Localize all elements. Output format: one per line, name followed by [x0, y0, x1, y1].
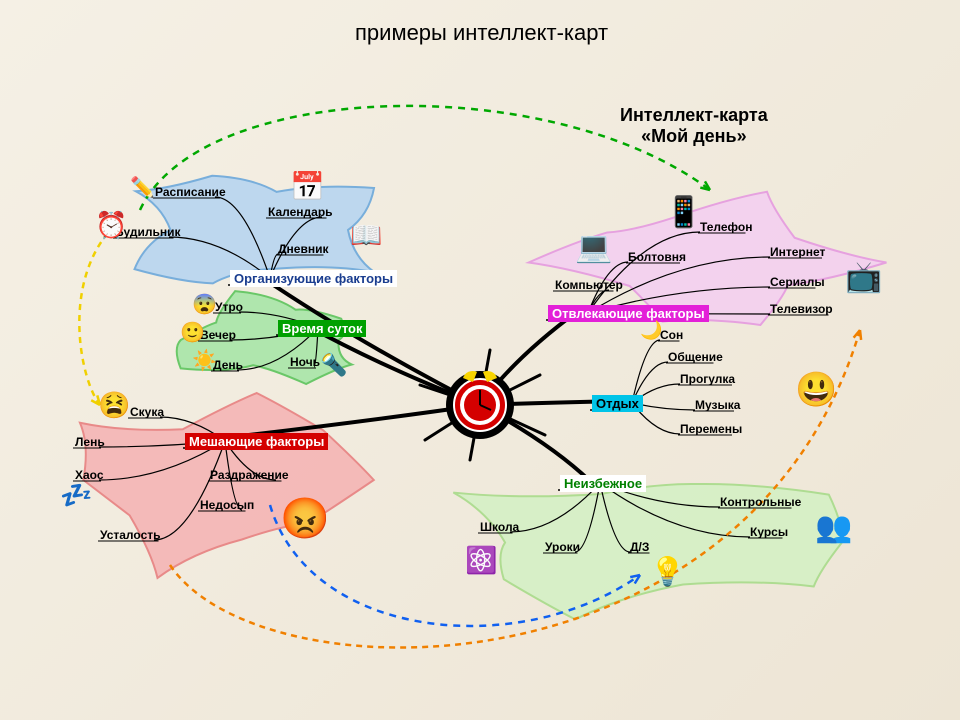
mindmap-canvas: { "page_title": "примеры интеллект-карт"…: [0, 0, 960, 720]
bored-icon: 😫: [98, 390, 130, 421]
lamp-icon: 💡: [650, 555, 685, 588]
face-green-icon: 😨: [192, 292, 217, 317]
subtitle-l2: «Мой день»: [641, 126, 746, 146]
sun-icon: ☀️: [192, 348, 217, 373]
leaf-org-0: Расписание: [155, 185, 226, 199]
leaf-inevit-0: Школа: [480, 520, 519, 534]
leaf-hinder-0: Скука: [130, 405, 164, 419]
leaf-hinder-1: Лень: [75, 435, 105, 449]
angry-icon: 😡: [280, 495, 330, 542]
molecule-icon: ⚛️: [465, 545, 497, 576]
leaf-distract-1: Болтовня: [628, 250, 686, 264]
branch-rest: Отдых: [592, 395, 643, 412]
leaf-org-2: Календарь: [268, 205, 333, 219]
subtitle-l1: Интеллект-карта: [620, 105, 768, 125]
pencil-icon: ✏️: [130, 175, 155, 200]
branch-time: Время суток: [278, 320, 366, 337]
leaf-inevit-3: Контрольные: [720, 495, 801, 509]
leaf-rest-4: Перемены: [680, 422, 742, 436]
leaf-hinder-4: Недосып: [200, 498, 254, 512]
leaf-inevit-2: Д/З: [630, 540, 649, 554]
laptop-icon: 💻: [575, 230, 612, 265]
book-icon: 📖: [350, 220, 382, 251]
students-icon: 👥: [815, 510, 852, 545]
leaf-time-0: Утро: [215, 300, 243, 314]
branch-hinder: Мешающие факторы: [185, 433, 328, 450]
leaf-hinder-3: Раздражение: [210, 468, 289, 482]
connector-layer: [0, 0, 960, 720]
calendar-icon: 📅: [290, 170, 325, 203]
leaf-distract-5: Телевизор: [770, 302, 833, 316]
smiley-big-icon: 😃: [795, 370, 837, 410]
branch-org: Организующие факторы: [230, 270, 397, 287]
leaf-hinder-5: Усталость: [100, 528, 161, 542]
leaf-time-2: День: [213, 358, 243, 372]
leaf-distract-4: Сериалы: [770, 275, 825, 289]
face-yellow-icon: 🙂: [180, 320, 205, 345]
leaf-distract-3: Интернет: [770, 245, 825, 259]
leaf-rest-3: Музыка: [695, 398, 740, 412]
leaf-time-3: Ночь: [290, 355, 320, 369]
tv-person-icon: 📺: [845, 260, 882, 295]
leaf-distract-2: Компьютер: [555, 278, 623, 292]
leaf-rest-2: Прогулка: [680, 372, 735, 386]
page-title: примеры интеллект-карт: [355, 20, 608, 46]
leaf-rest-1: Общение: [668, 350, 723, 364]
leaf-org-3: Дневник: [278, 242, 328, 256]
phone-icon: 📱: [665, 195, 702, 230]
leaf-inevit-4: Курсы: [750, 525, 788, 539]
subtitle: Интеллект-карта «Мой день»: [620, 105, 768, 147]
leaf-distract-0: Телефон: [700, 220, 752, 234]
flashlight-icon: 🔦: [320, 352, 347, 378]
alarm-small-icon: ⏰: [95, 210, 127, 241]
leaf-rest-0: Сон: [660, 328, 683, 342]
leaf-inevit-1: Уроки: [545, 540, 580, 554]
branch-distract: Отвлекающие факторы: [548, 305, 709, 322]
branch-inevit: Неизбежное: [560, 475, 646, 492]
moon-icon: 🌙: [640, 320, 662, 341]
leaf-time-1: Вечер: [200, 328, 236, 342]
desk-sleep-icon: 💤: [60, 480, 92, 511]
